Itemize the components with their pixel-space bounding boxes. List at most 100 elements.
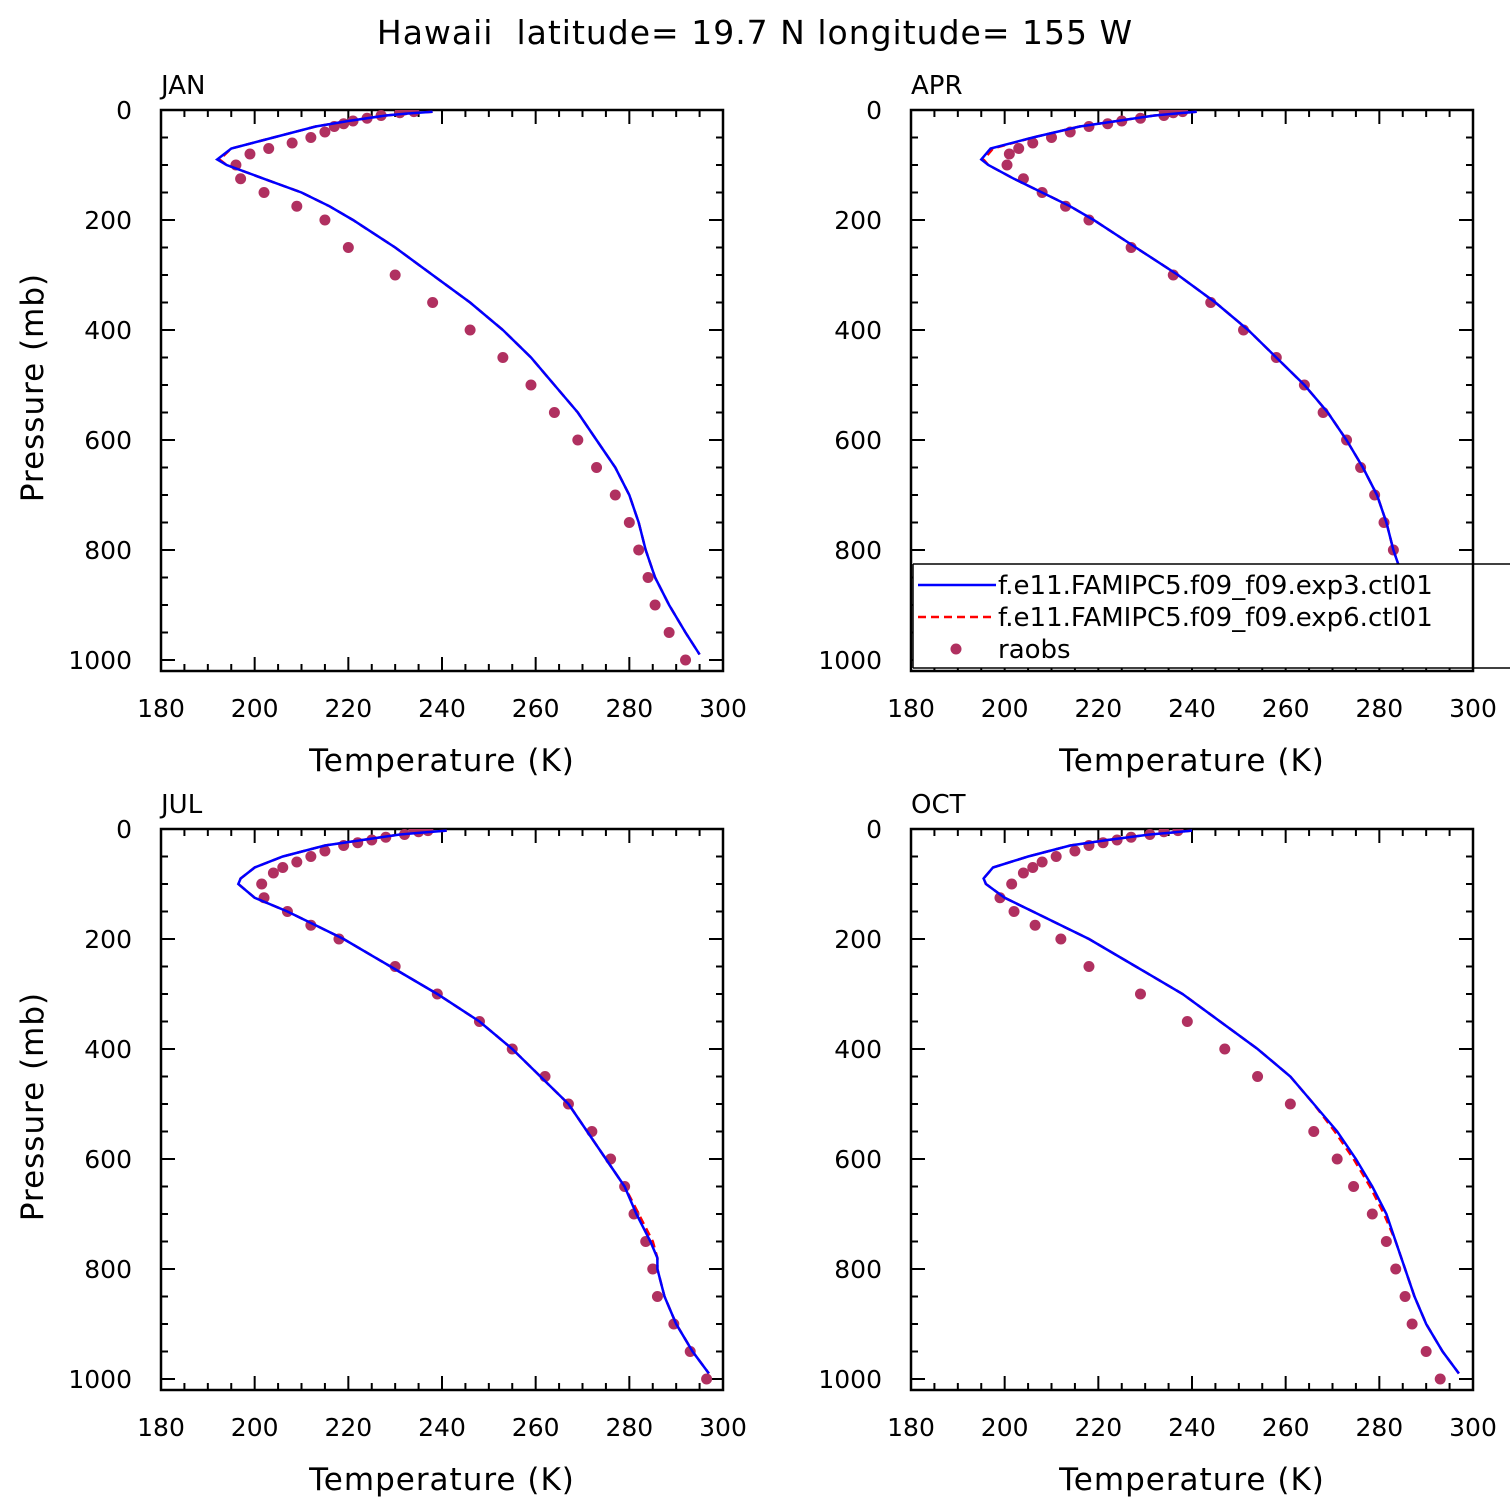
x-axis-label: Temperature (K) [1058,1462,1325,1498]
obs-point [1331,1153,1343,1165]
panel-oct: OCT 180 200 220 240 260 280 300 0 200 400 600 800 100… [818,790,1496,1498]
obs-point [258,187,270,198]
obs-point [1036,856,1048,868]
y-tick-label: 0 [866,815,882,844]
obs-point [1406,1318,1418,1330]
y-tick-label: 800 [834,1255,882,1284]
y-axis-label: Pressure (mb) [15,273,51,502]
obs-point [1069,845,1081,857]
obs-point [235,173,247,185]
obs-point [1399,1291,1411,1302]
obs-point [1390,1263,1402,1275]
x-tick-label: 200 [231,1413,279,1442]
obs-point [1006,878,1018,890]
y-tick-label: 0 [866,96,882,125]
obs-point [305,132,317,143]
y-tick-label: 0 [116,96,132,125]
x-tick-label: 180 [887,1413,935,1442]
obs-point [1134,988,1146,1000]
legend: f.e11.FAMIPC5.f09_f09.exp3.ctl01f.e11.FA… [912,563,1510,669]
series-exp3-line [236,829,710,1375]
y-tick-label: 400 [84,1035,132,1064]
obs-point [497,352,509,363]
obs-point [649,599,661,611]
obs-point [291,856,303,868]
obs-point [1055,933,1067,945]
y-tick-label: 400 [834,1035,882,1064]
x-tick-label: 200 [981,694,1029,723]
y-tick-label: 0 [116,815,132,844]
plot-area [214,110,701,666]
obs-point [1083,214,1095,226]
obs-point [1348,1181,1360,1192]
legend-label-obs: raobs [998,635,1071,665]
x-tick-label: 260 [512,694,560,723]
obs-point [389,269,401,281]
obs-point [1366,1208,1378,1220]
y-axis-label: Pressure (mb) [15,992,51,1221]
obs-point [1083,961,1095,972]
series-exp3-line [214,110,701,656]
x-tick-label: 300 [1449,694,1497,723]
obs-point [305,851,317,862]
obs-point [389,961,401,972]
x-tick-label: 260 [1262,694,1310,723]
series-exp3-line [982,829,1460,1375]
obs-point [1434,1373,1446,1385]
series-exp6-line [236,829,710,1375]
obs-point [256,878,268,890]
y-tick-label: 1000 [68,1365,132,1394]
figure-title: Hawaii latitude= 19.7 N longitude= 155 W [377,13,1133,52]
obs-point [1219,1043,1231,1055]
panel-title: JAN [159,71,205,101]
obs-point [1013,143,1025,154]
plot-frame [159,108,725,673]
obs-point [291,200,303,212]
y-tick-label: 1000 [818,1365,882,1394]
obs-point [342,242,354,253]
panel-apr: APR 180 200 220 240 260 280 300 0 200 400 600 800 100… [818,71,1510,779]
obs-point [1308,1126,1320,1137]
obs-point [647,1263,659,1275]
x-tick-label: 260 [512,1413,560,1442]
series-exp3-line [979,110,1451,656]
y-tick-label: 400 [84,316,132,345]
y-tick-label: 600 [834,1145,882,1174]
y-tick-label: 800 [834,536,882,565]
plot-frame [909,827,1475,1392]
x-tick-label: 240 [418,1413,466,1442]
obs-point [1001,159,1013,171]
obs-point [572,434,584,446]
obs-point [633,544,645,556]
obs-point [680,654,692,666]
x-tick-label: 220 [324,1413,372,1442]
obs-point [319,214,331,226]
y-tick-label: 600 [84,426,132,455]
x-tick-label: 180 [887,694,935,723]
obs-point [651,1291,663,1302]
obs-point [1029,919,1041,931]
obs-point [1252,1071,1264,1082]
obs-point [525,379,537,391]
y-tick-label: 200 [84,206,132,235]
legend-swatch-obs [950,643,962,655]
obs-point [623,517,635,528]
obs-point [1017,867,1029,879]
obs-point [1003,148,1015,160]
obs-point [663,627,675,638]
x-axis-label: Temperature (K) [1058,743,1325,779]
obs-point [591,462,603,473]
x-tick-label: 240 [1168,694,1216,723]
x-tick-label: 180 [137,1413,185,1442]
obs-point [548,407,560,418]
y-tick-label: 600 [84,1145,132,1174]
obs-point [1380,1236,1392,1247]
obs-point [263,143,275,154]
obs-point [319,845,331,857]
x-tick-label: 240 [1168,1413,1216,1442]
obs-point [319,126,331,138]
x-tick-label: 180 [137,694,185,723]
obs-point [1420,1346,1432,1357]
x-tick-label: 260 [1262,1413,1310,1442]
